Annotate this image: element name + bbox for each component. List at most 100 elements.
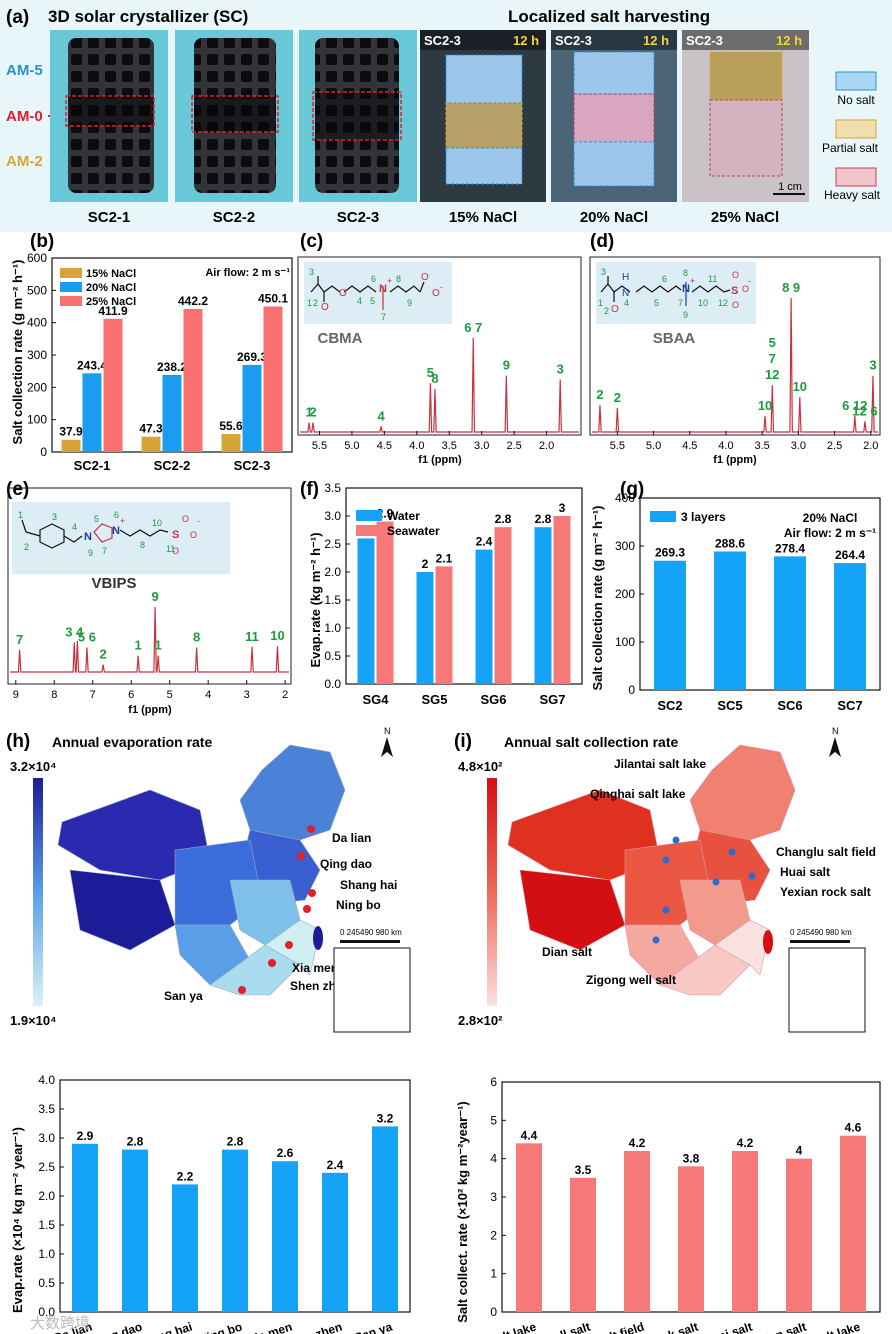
nmr-trace [10,606,289,673]
peak-label: 9 [503,358,510,373]
city-dot-shenzhen [268,959,276,967]
bar [678,1166,704,1312]
sbaa-name: SBAA [653,330,696,347]
site-label-dian: Dian salt [542,945,592,959]
photo-tag-1: SC2-3 [424,33,461,48]
peak-label: 9 [151,589,158,604]
peak-label: 8 [431,371,438,386]
photo-sc2-2 [175,30,293,202]
y-tick-label: 2 [490,1228,497,1242]
legend-label: 3 layers [681,510,726,524]
legend-label: 15% NaCl [86,268,136,280]
site-dot-qinghai [662,856,670,864]
photo-20-nacl [551,30,677,202]
panel-g-label: (g) [620,479,644,500]
bar [263,306,283,452]
sbaa-num-2: 2 [604,306,609,316]
sbaa-num-4: 4 [624,298,629,308]
category-label: Qing dao [90,1320,144,1334]
sbaa-num-9: 9 [683,310,688,320]
legend-swatch-partial-salt [835,119,877,139]
bar [534,527,552,684]
y-tick-label: 0 [40,445,47,459]
city-label-sanya: San ya [164,989,203,1003]
y-tick-label: 3.0 [38,1131,55,1145]
cbma-num-5: 5 [370,296,375,306]
y-tick-label: 300 [27,348,47,362]
city-label-shanghai: Shang hai [340,878,397,892]
peak-label: 5 [769,335,776,350]
cbma-structure-box [304,262,452,324]
cbma-spectrum: 12 4 58 6 7 9 3 5.5 5.0 4.5 4.0 3.5 3.0 2.5 2.0 [300,320,579,452]
y-tick-label: 0.0 [324,677,341,691]
x-tick-label: 2.5 [827,440,842,452]
site-label-changlu: Changlu salt field [776,845,876,859]
legend-label: Seawater [387,524,440,538]
panel-i-title: Annual salt collection rate [504,734,678,750]
site-dot-changlu [728,848,736,856]
category-label: SC6 [777,698,802,713]
bar-value-label: 4.6 [845,1121,862,1135]
site-dot-huai [748,872,756,880]
panel-i-scale-min: 2.8×10² [458,1013,503,1028]
vbips-num-6: 6 [114,510,119,520]
y-tick-label: 600 [27,251,47,265]
panel-b-axes: 0 100 200 300 400 500 600 37.9 243.4 411.9 SC2-1 47… [27,251,293,473]
peak-label: 10 [793,379,807,394]
peak-label: 1 [155,638,162,653]
category-label: Xia men [246,1320,294,1334]
cbma-n: N [379,283,387,295]
bar-value-label: 4 [796,1144,803,1158]
x-tick-label: 5.5 [610,440,625,452]
x-tick-label: 4.5 [377,440,392,452]
panel-h: (h) Annual evaporation rate 3.2×10⁴ 1.9×… [6,726,411,1033]
panel-c-label: (c) [300,231,323,252]
y-tick-label: 3.5 [324,481,341,495]
photo-time-1: 12 h [513,33,539,48]
site-label-zigong: Zigong well salt [586,973,676,987]
peak-label: 6 12 [842,398,867,413]
city-label-qingdao: Qing dao [320,857,372,871]
y-tick-label: 4.0 [38,1073,55,1087]
peak-label: 7 [16,632,23,647]
x-tick-label: 4 [205,689,211,701]
bar-value-label: 2.8 [535,512,552,526]
peak-label: 2 [614,390,621,405]
panel-h-bar-axes: 0.00.51.01.52.02.53.03.54.02.9Da lian2.8… [38,1073,411,1334]
category-label: SC5 [717,698,742,713]
bar [183,309,203,452]
panel-a: (a) 3D solar crystallizer (SC) Localized… [0,0,892,232]
y-tick-label: 0.0 [38,1305,55,1319]
cbma-structure [310,276,425,310]
bar-value-label: 2.8 [227,1135,244,1149]
peak-label: 10 [270,628,284,643]
vbips-num-3: 3 [52,512,57,522]
panel-h-bar-ylabel: Evap.rate (×10⁴ kg m⁻² year⁻¹) [10,1127,25,1313]
legend-partial-salt: Partial salt [822,141,879,155]
y-tick-label: 5 [490,1113,497,1127]
panel-g-note1: 20% NaCl [803,511,858,525]
panel-e-xlabel: f1 (ppm) [128,704,172,716]
bar-value-label: 2.4 [327,1158,344,1172]
bar [553,516,571,684]
bar-value-label: 2 [422,557,429,571]
category-label: SC2-2 [154,458,191,473]
category-label: Ning bo [197,1320,244,1334]
y-tick-label: 3.5 [38,1102,55,1116]
peak-label: 5 [427,365,434,380]
sbaa-structure [600,276,731,306]
category-label: SC2 [657,698,682,713]
city-dot-shanghai [308,889,316,897]
bar-value-label: 269.3 [655,546,685,560]
vbips-s: S [172,529,179,541]
bar [72,1143,98,1312]
y-tick-label: 100 [27,413,47,427]
x-tick-label: 2 [282,689,288,701]
sbaa-num-3: 3 [601,267,606,277]
bar-value-label: 2.4 [476,535,493,549]
x-tick-label: 3.5 [755,440,770,452]
bar-value-label: 4.2 [737,1136,754,1150]
x-tick-label: 5.5 [312,440,327,452]
